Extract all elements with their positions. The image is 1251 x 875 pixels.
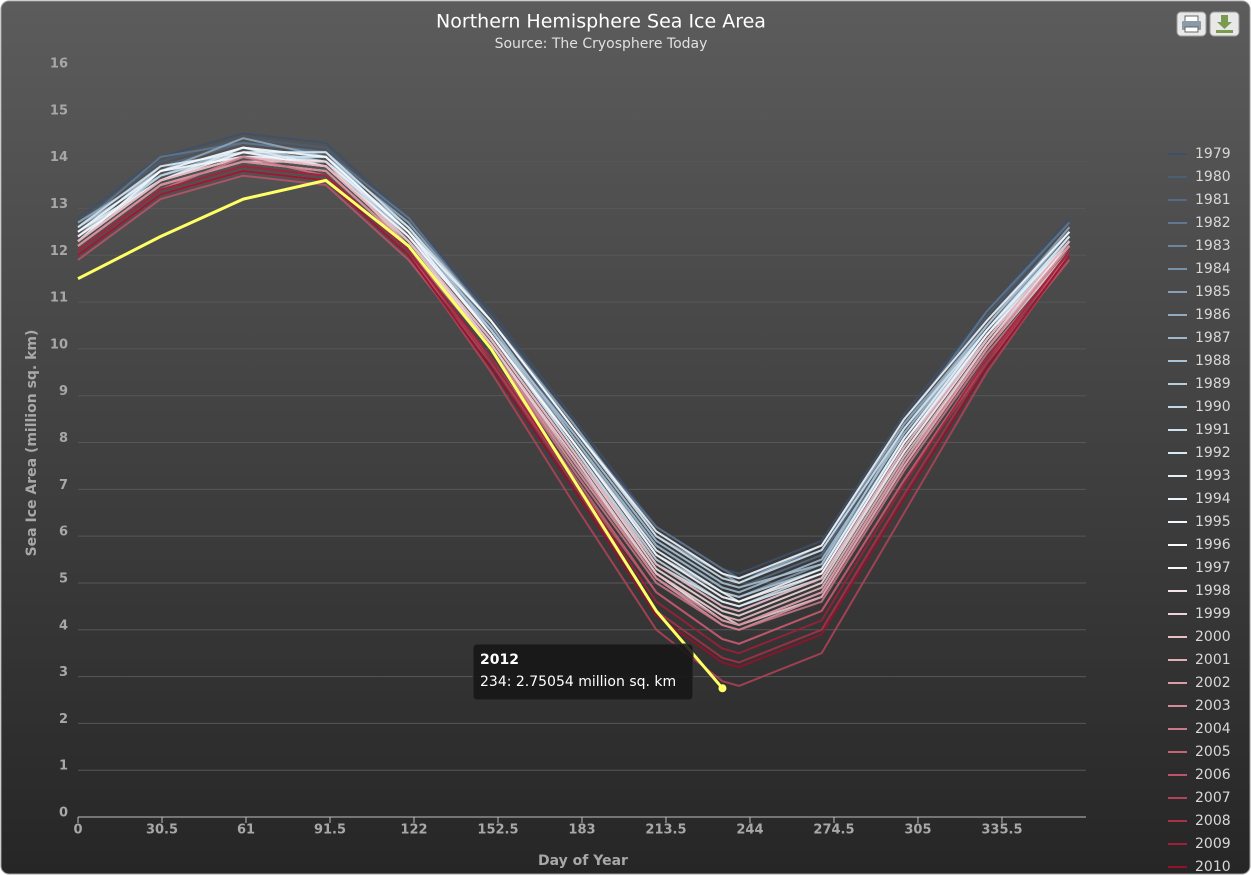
legend-label: 1983: [1195, 238, 1231, 254]
legend-label: 1982: [1195, 215, 1231, 231]
y-tick-label: 9: [59, 384, 68, 399]
legend-label: 2005: [1195, 744, 1231, 760]
legend-label: 2000: [1195, 629, 1231, 645]
legend-label: 1989: [1195, 376, 1231, 392]
export-button[interactable]: [1209, 11, 1240, 37]
series-line: [77, 146, 1071, 580]
legend-label: 1986: [1195, 307, 1231, 323]
series-line: [77, 170, 1071, 669]
legend-label: 2008: [1195, 813, 1231, 829]
legend-label: 1994: [1195, 491, 1231, 507]
legend-label: 1987: [1195, 330, 1231, 346]
hover-marker: [718, 684, 727, 693]
legend-label: 1988: [1195, 353, 1231, 369]
x-tick-label: 274.5: [813, 823, 854, 838]
y-tick-label: 6: [59, 525, 68, 540]
y-tick-label: 1: [59, 759, 68, 774]
y-tick-label: 8: [59, 431, 68, 446]
y-tick-label: 3: [59, 665, 68, 680]
y-tick-label: 12: [50, 244, 68, 259]
legend-label: 1980: [1195, 169, 1231, 185]
tooltip-box: [472, 643, 694, 701]
legend-label: 2010: [1195, 859, 1231, 875]
legend-label: 1997: [1195, 560, 1231, 576]
legend-label: 1996: [1195, 537, 1231, 553]
tooltip: 2012 234: 2.75054 million sq. km: [472, 643, 694, 701]
y-tick-label: 7: [59, 478, 68, 493]
legend-label: 2003: [1195, 698, 1231, 714]
legend-label: 2009: [1195, 836, 1231, 852]
legend-label: 2002: [1195, 675, 1231, 691]
y-tick-label: 14: [50, 150, 68, 165]
legend-label: 1993: [1195, 468, 1231, 484]
y-tick-label: 13: [50, 197, 68, 212]
x-tick-label: 335.5: [981, 823, 1022, 838]
series-line: [77, 155, 1071, 612]
y-tick-label: 16: [50, 57, 68, 72]
x-tick-label: 213.5: [645, 823, 686, 838]
y-tick-label: 2: [59, 712, 68, 727]
y-tick-label: 4: [59, 618, 68, 633]
legend-label: 1984: [1195, 261, 1231, 277]
x-tick-label: 305: [904, 823, 931, 838]
x-tick-label: 152.5: [477, 823, 518, 838]
x-tick-label: 91.5: [314, 823, 346, 838]
print-button[interactable]: [1176, 11, 1207, 37]
legend-label: 1998: [1195, 583, 1231, 599]
x-tick-label: 122: [400, 823, 427, 838]
series-line: [77, 151, 1071, 584]
series-line: [77, 165, 1071, 655]
x-tick-label: 0: [73, 823, 82, 838]
y-tick-label: 15: [50, 103, 68, 118]
series-line: [77, 151, 1071, 603]
legend-label: 2004: [1195, 721, 1231, 737]
x-tick-label: 61: [237, 823, 255, 838]
tooltip-text: 234: 2.75054 million sq. km: [480, 674, 676, 690]
y-tick-label: 0: [59, 806, 68, 821]
chart-subtitle: Source: The Cryosphere Today: [495, 36, 708, 52]
y-tick-label: 10: [50, 337, 68, 352]
legend-label: 2006: [1195, 767, 1231, 783]
y-tick-label: 5: [59, 571, 68, 586]
legend-label: 1991: [1195, 422, 1231, 438]
x-tick-label: 244: [736, 823, 763, 838]
legend-label: 2001: [1195, 652, 1231, 668]
x-tick-label: 183: [568, 823, 595, 838]
series-line: [77, 132, 1071, 575]
chart-title: Northern Hemisphere Sea Ice Area: [436, 11, 766, 33]
legend-label: 1999: [1195, 606, 1231, 622]
series-line: [77, 174, 1071, 645]
legend-label: 1979: [1195, 146, 1231, 162]
legend-label: 1995: [1195, 514, 1231, 530]
legend-label: 1981: [1195, 192, 1231, 208]
series-line: [77, 155, 1071, 631]
x-tick-label: 30.5: [146, 823, 178, 838]
x-axis-label: Day of Year: [538, 853, 628, 869]
series-line: [77, 160, 1071, 627]
tooltip-title: 2012: [480, 652, 519, 668]
y-tick-label: 11: [50, 291, 68, 306]
legend-label: 1985: [1195, 284, 1231, 300]
y-axis-label: Sea Ice Area (million sq. km): [24, 330, 40, 557]
series-line: [77, 178, 724, 690]
legend-label: 2007: [1195, 790, 1231, 806]
legend-label: 1992: [1195, 445, 1231, 461]
legend-label: 1990: [1195, 399, 1231, 415]
